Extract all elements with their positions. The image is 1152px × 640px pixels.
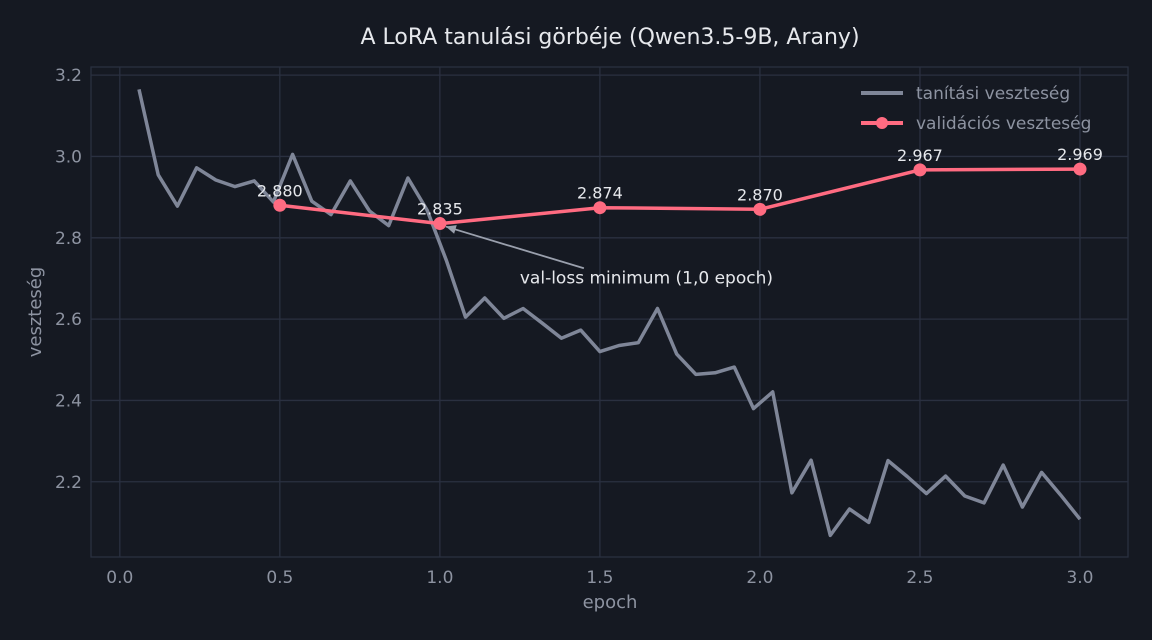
x-tick-label: 0.0 (106, 568, 133, 588)
annotation-arrow (445, 225, 585, 270)
chart-title: A LoRA tanulási görbéje (Qwen3.5-9B, Ara… (360, 25, 859, 50)
val-loss-point (593, 201, 607, 215)
x-axis-ticks: 0.0 0.5 1.0 1.5 2.0 2.5 3.0 (106, 568, 1093, 588)
legend: tanítási veszteség validációs veszteség (861, 84, 1091, 134)
y-tick-label: 2.6 (55, 310, 82, 330)
val-loss-point (273, 198, 287, 212)
x-tick-label: 1.0 (426, 568, 453, 588)
y-tick-label: 2.4 (55, 391, 82, 411)
y-tick-label: 3.2 (55, 66, 82, 86)
x-tick-label: 1.5 (586, 568, 613, 588)
y-tick-label: 2.8 (55, 229, 82, 249)
legend-marker-val (876, 117, 888, 129)
train-loss-line (137, 89, 1082, 538)
annotation-text: val-loss minimum (1,0 epoch) (520, 268, 773, 288)
val-loss-point (913, 163, 927, 177)
y-axis-ticks: 2.2 2.4 2.6 2.8 3.0 3.2 (55, 66, 82, 493)
val-loss-point (433, 217, 447, 231)
val-loss-point (1073, 162, 1087, 176)
legend-label-train: tanítási veszteség (916, 84, 1070, 104)
annotation-arrowhead (445, 225, 457, 234)
y-tick-label: 2.2 (55, 473, 82, 493)
val-loss-label: 2.969 (1057, 145, 1103, 164)
y-tick-label: 3.0 (55, 147, 82, 167)
val-loss-label: 2.967 (897, 146, 943, 165)
x-tick-label: 3.0 (1066, 568, 1093, 588)
series-layer: 2.880 2.835 2.874 2.870 2.967 2.969 (137, 89, 1103, 538)
annotation-layer: val-loss minimum (1,0 epoch) (445, 225, 773, 288)
x-tick-label: 2.5 (906, 568, 933, 588)
val-loss-line (279, 167, 1081, 226)
plot-frame (90, 66, 1129, 558)
val-loss-point (753, 202, 767, 216)
grid (91, 67, 1128, 557)
y-axis-label: veszteség (25, 267, 46, 358)
x-axis-label: epoch (583, 592, 638, 613)
legend-label-val: validációs veszteség (916, 114, 1091, 134)
x-tick-label: 2.0 (746, 568, 773, 588)
val-loss-label: 2.870 (737, 185, 783, 204)
val-loss-label: 2.880 (257, 181, 303, 200)
x-tick-label: 0.5 (266, 568, 293, 588)
val-loss-label: 2.874 (577, 184, 623, 203)
val-loss-label: 2.835 (417, 200, 463, 219)
